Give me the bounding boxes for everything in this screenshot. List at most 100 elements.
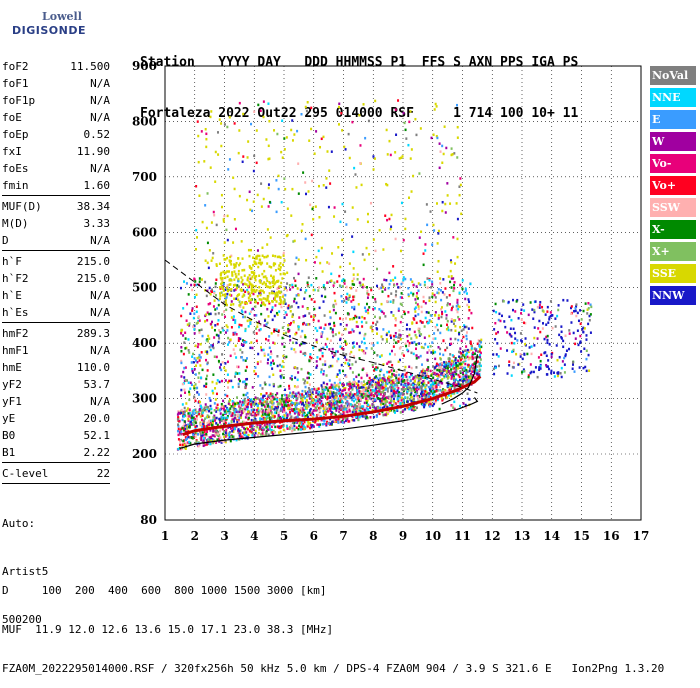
echo-point [284, 394, 286, 397]
echo-point [364, 342, 366, 345]
echo-point [272, 393, 274, 396]
echo-point [349, 318, 351, 321]
echo-point [258, 274, 260, 277]
echo-point [368, 381, 370, 384]
echo-point [289, 407, 291, 410]
echo-point [477, 350, 479, 353]
echo-point [386, 334, 388, 337]
echo-point [446, 370, 448, 373]
echo-point [179, 444, 181, 447]
echo-point [459, 292, 461, 295]
echo-point [371, 347, 373, 350]
echo-point [227, 168, 229, 171]
echo-point [336, 375, 338, 378]
echo-point [352, 371, 354, 374]
echo-point [191, 361, 193, 364]
echo-point [274, 411, 276, 414]
echo-point [457, 238, 459, 241]
echo-point [250, 403, 252, 406]
echo-point [450, 371, 452, 374]
echo-point [366, 382, 368, 385]
echo-point [465, 335, 467, 338]
echo-point [265, 338, 267, 341]
echo-point [262, 432, 264, 435]
echo-point [330, 273, 332, 276]
echo-point [433, 133, 435, 136]
echo-point [438, 367, 440, 370]
echo-point [441, 382, 443, 385]
echo-point [462, 351, 464, 354]
echo-point [372, 155, 374, 158]
echo-point [459, 405, 461, 408]
echo-point [450, 329, 452, 332]
echo-point [462, 336, 464, 339]
echo-point [184, 332, 186, 335]
echo-point [391, 214, 393, 217]
echo-point [306, 414, 308, 417]
echo-point [292, 402, 294, 405]
echo-point [430, 345, 432, 348]
echo-point [246, 392, 248, 395]
echo-point [196, 322, 198, 325]
echo-point [223, 310, 225, 313]
echo-point [366, 290, 368, 293]
echo-point [302, 411, 304, 414]
echo-point [463, 367, 465, 370]
echo-point [216, 356, 218, 359]
echo-point [392, 279, 394, 282]
echo-point [454, 281, 456, 284]
echo-point [420, 127, 422, 129]
echo-point [399, 157, 401, 160]
echo-point [306, 377, 308, 380]
echo-point [242, 279, 244, 282]
echo-point [415, 366, 417, 369]
echo-point [363, 384, 365, 387]
echo-point [424, 243, 426, 246]
echo-point [303, 297, 305, 300]
echo-point [260, 182, 262, 185]
echo-point [254, 262, 256, 265]
echo-point [301, 390, 303, 393]
echo-point [238, 372, 240, 375]
echo-point [435, 390, 437, 393]
echo-point [441, 210, 443, 213]
echo-point [296, 130, 298, 133]
echo-point [341, 239, 343, 242]
echo-point [278, 268, 280, 271]
echo-point [345, 148, 347, 151]
echo-point [466, 292, 468, 295]
echo-point [212, 416, 214, 419]
echo-point [319, 262, 321, 265]
echo-point [379, 316, 381, 319]
echo-point [418, 386, 420, 389]
echo-point [347, 392, 349, 395]
echo-point [295, 395, 297, 398]
echo-point [255, 432, 257, 435]
echo-point [205, 138, 207, 141]
echo-point [341, 300, 343, 303]
echo-point [427, 346, 429, 349]
echo-point [343, 412, 345, 415]
echo-point [202, 431, 204, 434]
echo-point [280, 301, 282, 304]
echo-point [281, 201, 283, 204]
echo-point [385, 388, 387, 391]
echo-point [323, 386, 325, 389]
echo-point [446, 296, 448, 299]
echo-point [426, 277, 428, 280]
echo-point [183, 353, 185, 356]
echo-point [339, 317, 341, 320]
echo-point [264, 424, 266, 427]
echo-point [454, 329, 456, 332]
echo-point [359, 406, 361, 409]
echo-point [401, 292, 403, 295]
echo-point [265, 432, 267, 435]
echo-point [403, 384, 405, 387]
echo-point [331, 394, 333, 397]
echo-point [385, 279, 387, 282]
echo-point [343, 146, 345, 149]
echo-point [221, 313, 223, 316]
echo-point [353, 419, 355, 422]
echo-point [249, 294, 251, 297]
echo-point [255, 396, 257, 399]
